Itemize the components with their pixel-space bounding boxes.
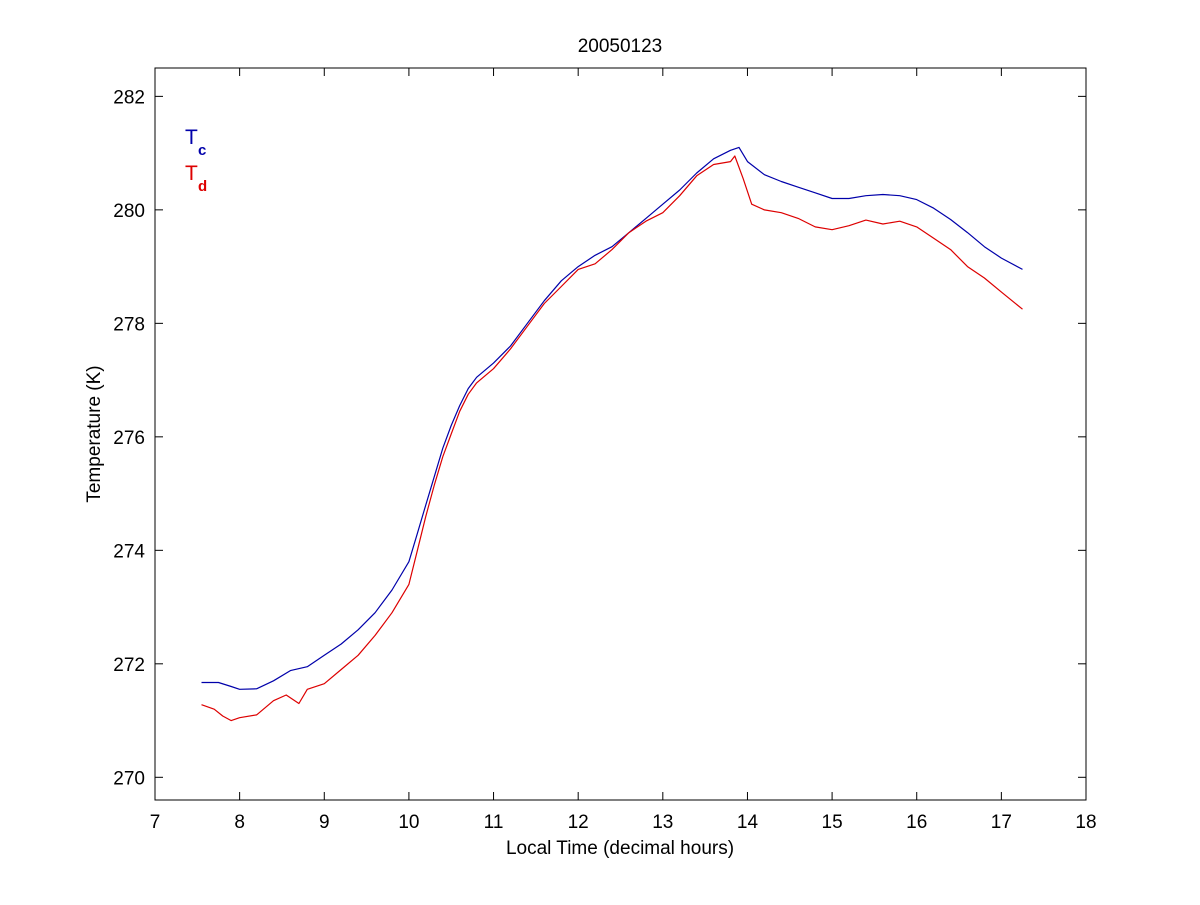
- legend: T c T d: [185, 126, 207, 195]
- x-tick-label: 12: [568, 812, 589, 833]
- y-tick-label: 272: [113, 655, 145, 676]
- x-tick-label: 18: [1075, 812, 1096, 833]
- x-axis-label: Local Time (decimal hours): [506, 838, 734, 859]
- x-tick-label: 9: [319, 812, 330, 833]
- y-tick-label: 282: [113, 87, 145, 108]
- x-tick-label: 10: [398, 812, 419, 833]
- y-axis-label: Temperature (K): [84, 365, 105, 502]
- y-tick-label: 280: [113, 201, 145, 222]
- legend-td-sub: d: [198, 178, 207, 195]
- y-tick-label: 276: [113, 428, 145, 449]
- x-tick-label: 16: [906, 812, 927, 833]
- series-line-tc: [201, 146, 1023, 690]
- x-tick-label: 14: [737, 812, 759, 833]
- legend-entry-tc: T c: [185, 126, 206, 159]
- x-tick-label: 13: [652, 812, 673, 833]
- x-tick-label: 15: [822, 812, 843, 833]
- y-tick-label: 270: [113, 768, 145, 789]
- series-layer: [201, 146, 1023, 722]
- x-tick-label: 7: [150, 812, 161, 833]
- legend-td-main: T: [185, 162, 198, 185]
- series-line-td: [201, 155, 1023, 722]
- x-tick-label: 8: [234, 812, 245, 833]
- legend-tc-sub: c: [198, 142, 206, 159]
- y-tick-label: 278: [113, 314, 145, 335]
- y-axis-ticks: 270 272 274 276 278 280 282: [113, 87, 1086, 789]
- chart-title: 20050123: [578, 36, 663, 57]
- x-tick-label: 17: [991, 812, 1012, 833]
- legend-entry-td: T d: [185, 162, 207, 195]
- legend-tc-main: T: [185, 126, 198, 149]
- plot-area: [154, 67, 1087, 801]
- x-tick-label: 11: [484, 812, 504, 833]
- y-tick-label: 274: [113, 541, 145, 562]
- x-axis-ticks: 7 8 9 10 11 12 13 14 15 16 17 18: [150, 68, 1097, 833]
